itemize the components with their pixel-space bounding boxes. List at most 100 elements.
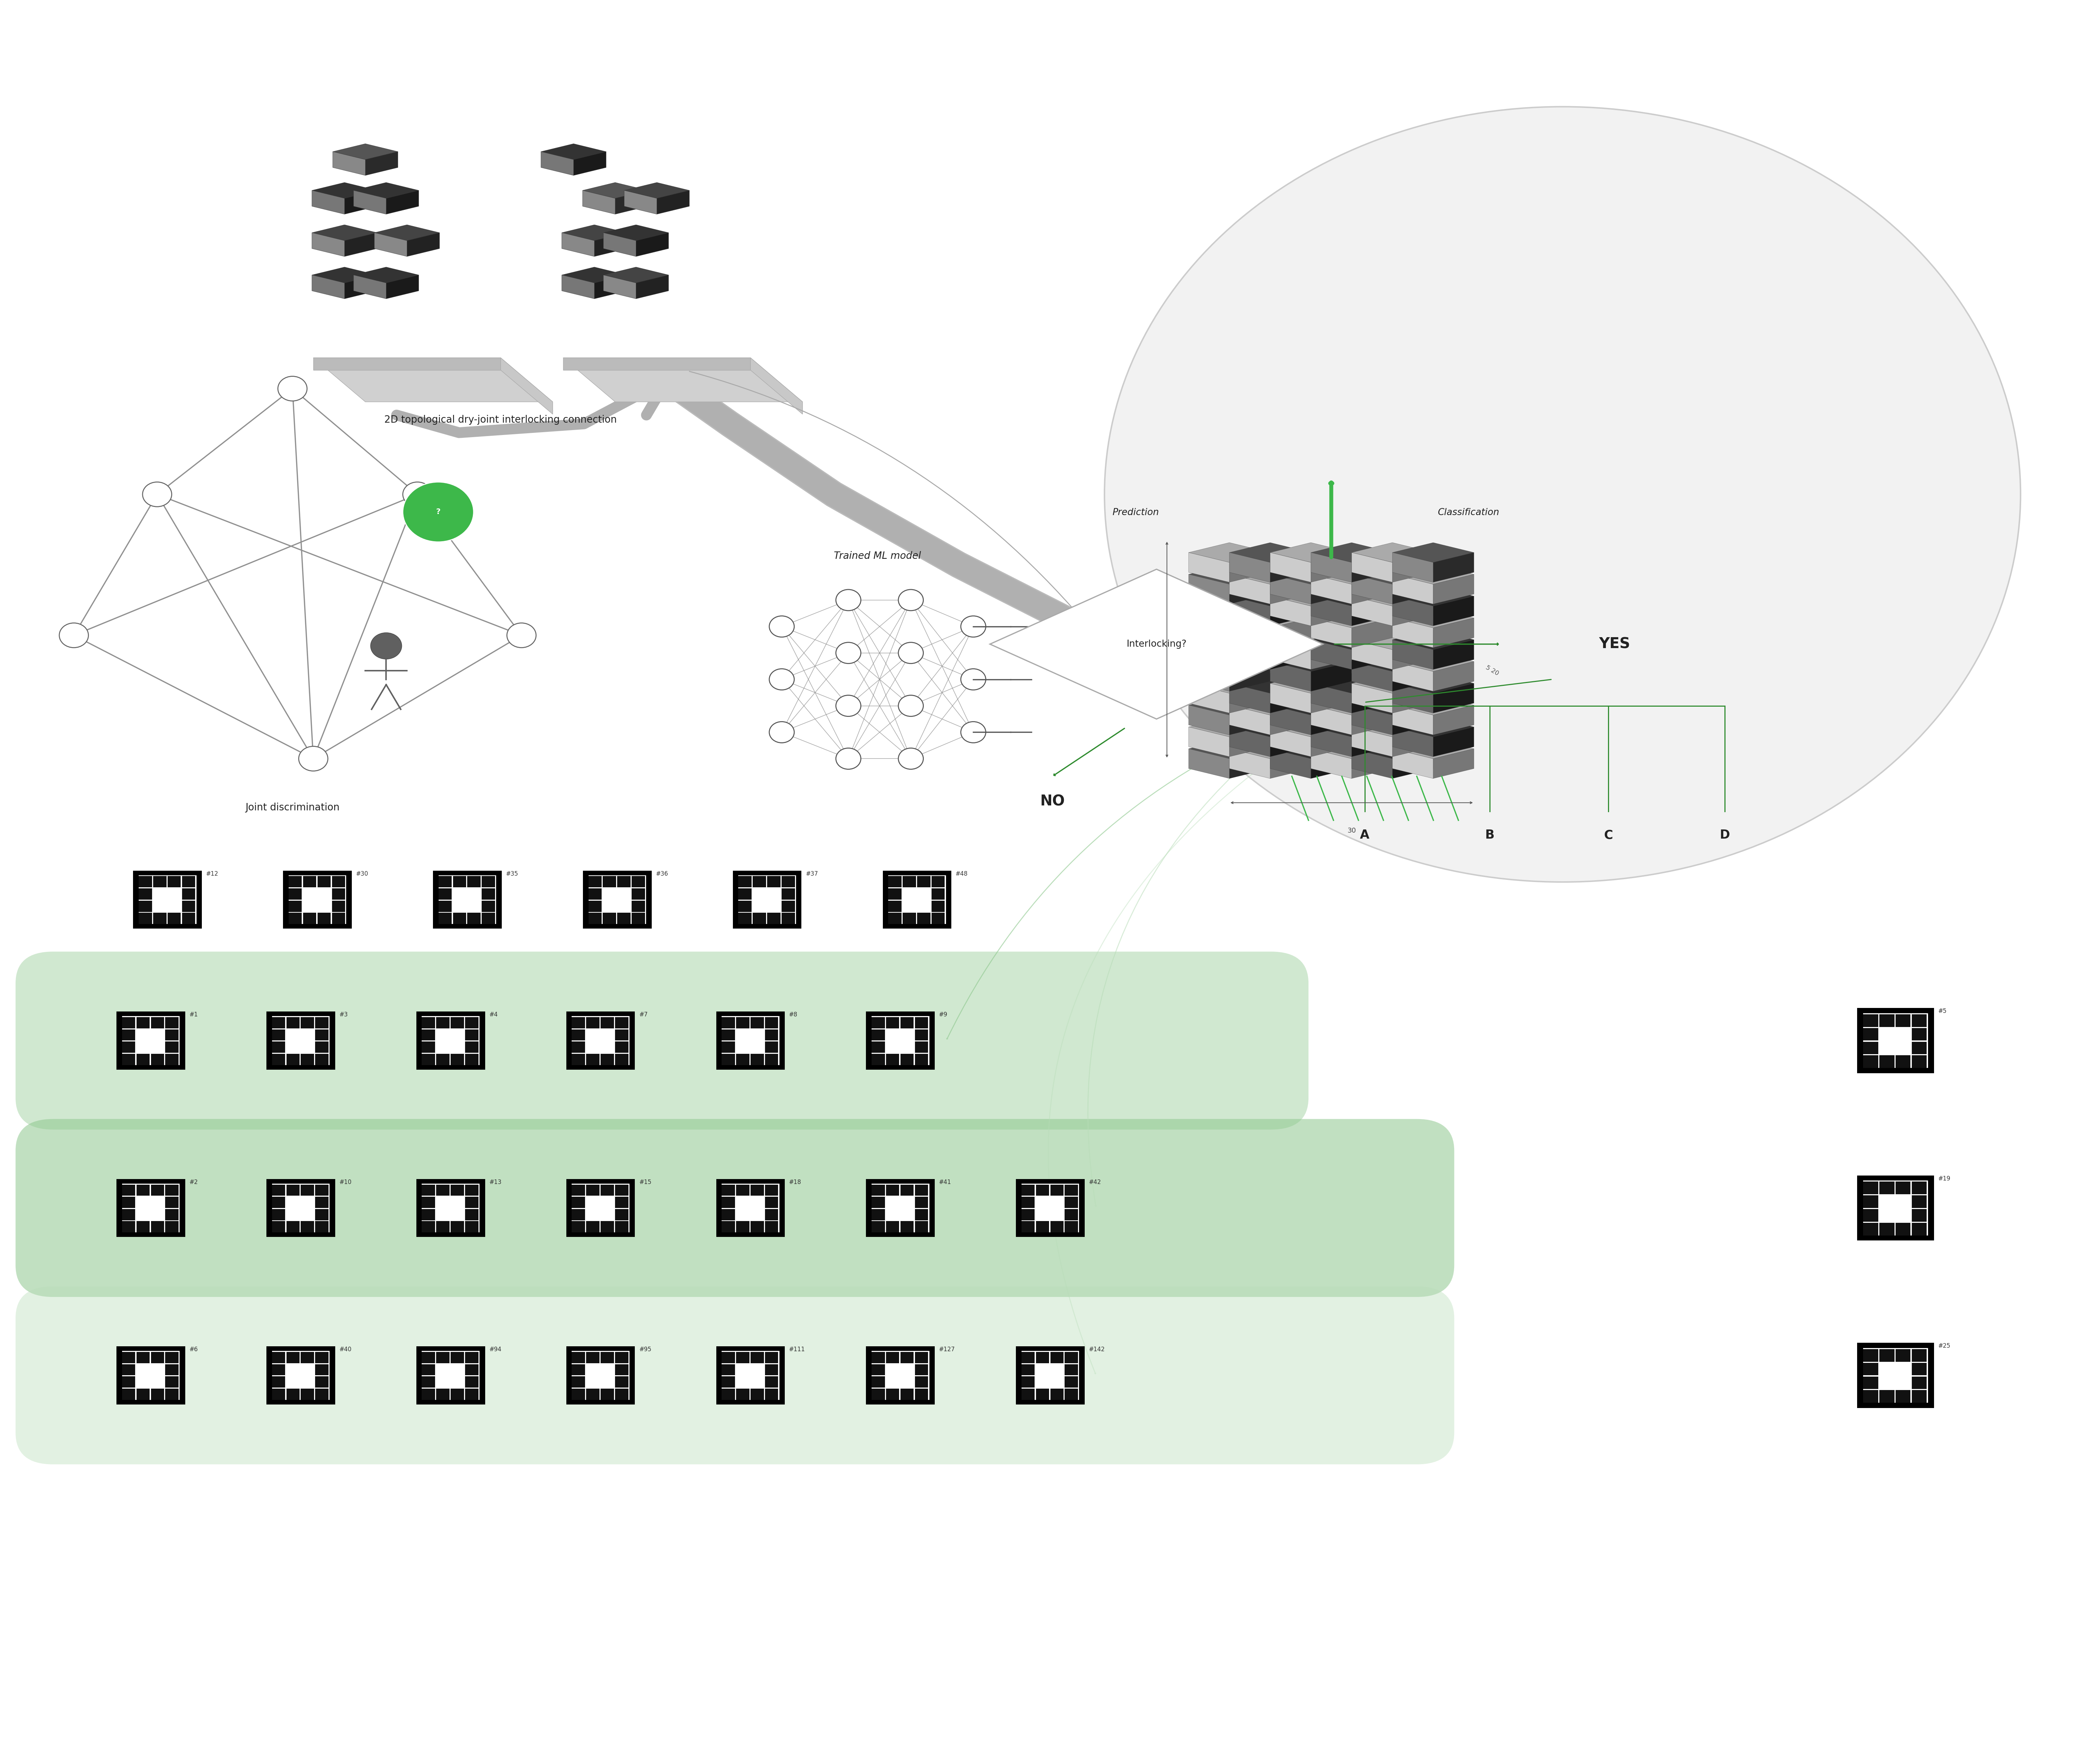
Text: #48: #48 xyxy=(957,871,967,877)
Bar xyxy=(871,1030,886,1041)
Polygon shape xyxy=(1353,651,1434,672)
Polygon shape xyxy=(1311,683,1353,713)
Text: #35: #35 xyxy=(506,871,519,877)
Bar xyxy=(871,1388,886,1401)
Text: #142: #142 xyxy=(1088,1346,1105,1353)
Text: A: A xyxy=(1361,829,1369,841)
Bar xyxy=(465,1053,479,1065)
Bar xyxy=(1863,1390,1878,1402)
Bar xyxy=(1896,1182,1911,1194)
Circle shape xyxy=(898,642,923,663)
Bar xyxy=(721,1208,736,1221)
Bar xyxy=(871,1184,929,1233)
Polygon shape xyxy=(1392,739,1473,759)
Bar xyxy=(300,1053,315,1065)
Bar xyxy=(271,1351,329,1401)
Bar xyxy=(421,1376,436,1388)
Polygon shape xyxy=(1311,727,1353,757)
Bar xyxy=(752,912,767,924)
Bar xyxy=(300,1221,315,1233)
Bar xyxy=(417,1178,486,1237)
Polygon shape xyxy=(542,143,606,159)
Polygon shape xyxy=(1353,586,1434,607)
Bar xyxy=(117,1011,185,1069)
Text: D: D xyxy=(1719,829,1730,841)
Polygon shape xyxy=(1311,748,1353,778)
Polygon shape xyxy=(1434,617,1473,647)
Bar xyxy=(1911,1349,1928,1362)
Text: #95: #95 xyxy=(640,1346,652,1353)
Bar xyxy=(915,1221,927,1233)
Polygon shape xyxy=(1230,596,1269,626)
Bar xyxy=(1880,1349,1894,1362)
Bar xyxy=(902,912,917,924)
Bar xyxy=(584,871,652,928)
Text: #40: #40 xyxy=(340,1346,352,1353)
Text: #25: #25 xyxy=(1938,1342,1951,1349)
Text: #2: #2 xyxy=(190,1178,198,1185)
Bar xyxy=(571,1376,586,1388)
Bar xyxy=(932,889,944,900)
Circle shape xyxy=(836,642,861,663)
Bar xyxy=(932,901,944,912)
Polygon shape xyxy=(1269,552,1311,582)
Polygon shape xyxy=(563,266,627,282)
Polygon shape xyxy=(1353,617,1392,647)
Text: #10: #10 xyxy=(340,1178,352,1185)
Polygon shape xyxy=(594,233,627,256)
Polygon shape xyxy=(1311,748,1353,778)
Bar xyxy=(123,1376,135,1388)
Polygon shape xyxy=(1311,640,1353,670)
Polygon shape xyxy=(1311,543,1392,563)
Bar xyxy=(886,1185,900,1196)
Polygon shape xyxy=(1269,596,1311,626)
Bar xyxy=(738,901,752,912)
Circle shape xyxy=(898,589,923,610)
Bar xyxy=(1911,1390,1928,1402)
Bar xyxy=(181,877,196,887)
Bar xyxy=(915,1364,927,1376)
Bar xyxy=(900,1185,913,1196)
Bar xyxy=(123,1185,135,1196)
Polygon shape xyxy=(1230,739,1311,759)
Bar xyxy=(738,912,752,924)
Polygon shape xyxy=(1269,695,1353,714)
Bar xyxy=(736,1388,750,1401)
Polygon shape xyxy=(354,275,386,298)
Circle shape xyxy=(836,748,861,769)
Polygon shape xyxy=(615,191,648,213)
Polygon shape xyxy=(1311,586,1392,607)
Bar xyxy=(123,1364,135,1376)
Bar xyxy=(765,1185,777,1196)
Bar xyxy=(571,1018,586,1028)
Polygon shape xyxy=(1353,575,1392,603)
Polygon shape xyxy=(1353,552,1392,582)
Polygon shape xyxy=(1269,543,1353,563)
Polygon shape xyxy=(1434,662,1473,691)
Bar xyxy=(767,912,779,924)
Bar xyxy=(721,1184,779,1233)
Bar xyxy=(871,1351,886,1364)
Text: Prediction: Prediction xyxy=(1113,508,1159,517)
Bar xyxy=(152,912,167,924)
Bar xyxy=(867,1178,936,1237)
Polygon shape xyxy=(1269,674,1353,693)
Bar xyxy=(567,1178,636,1237)
Polygon shape xyxy=(1188,739,1269,759)
Bar xyxy=(1021,1351,1036,1364)
Polygon shape xyxy=(1230,727,1269,757)
Bar xyxy=(721,1018,736,1028)
Polygon shape xyxy=(1311,609,1392,628)
Text: #41: #41 xyxy=(940,1178,950,1185)
Polygon shape xyxy=(1434,706,1473,736)
Bar xyxy=(750,1221,765,1233)
Polygon shape xyxy=(1311,674,1392,693)
Bar xyxy=(602,912,617,924)
Polygon shape xyxy=(1353,739,1434,759)
Circle shape xyxy=(769,721,794,743)
Bar xyxy=(465,1018,479,1028)
Bar xyxy=(421,1030,436,1041)
Polygon shape xyxy=(1392,662,1434,691)
Bar xyxy=(271,1364,286,1376)
Bar xyxy=(421,1053,436,1065)
